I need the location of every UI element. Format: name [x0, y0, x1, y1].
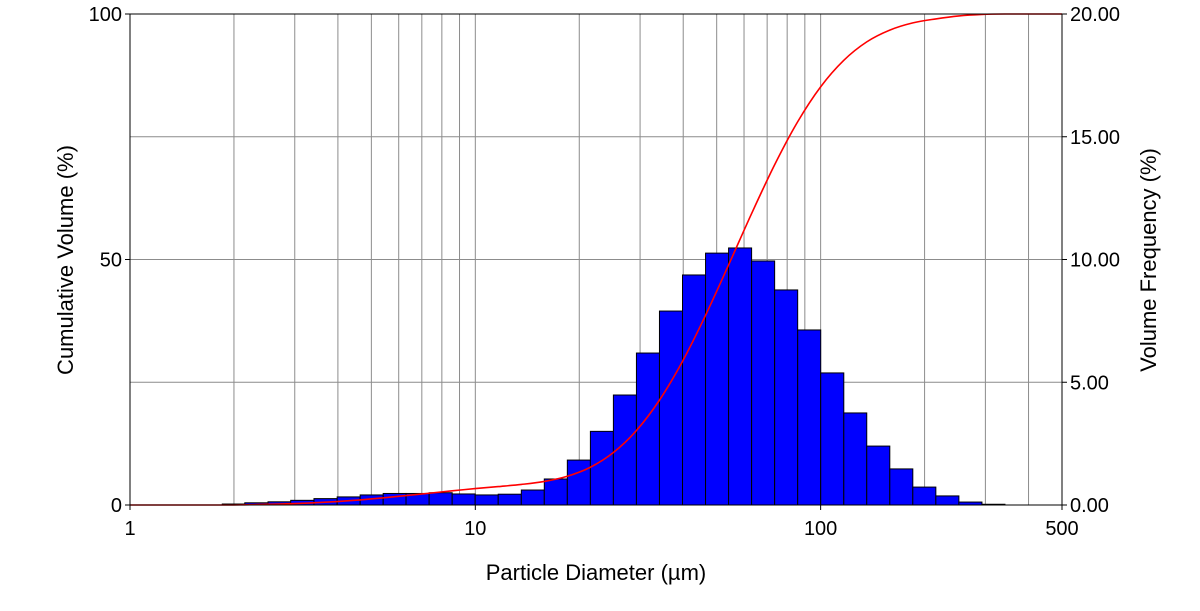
- frequency-bar: [658, 310, 684, 506]
- frequency-bar: [843, 412, 868, 506]
- frequency-bar: [935, 495, 960, 506]
- left-y-tick-label: 100: [89, 4, 122, 26]
- frequency-bar: [797, 329, 822, 506]
- right-y-tick-label: 5.00: [1070, 372, 1109, 394]
- left-y-axis-label: Cumulative Volume (%): [53, 145, 78, 375]
- frequency-bar: [866, 445, 891, 506]
- right-y-axis-ticks: 0.00 5.00 10.00 15.00 20.00: [1062, 4, 1120, 517]
- frequency-bar: [889, 468, 914, 506]
- frequency-bar: [820, 372, 845, 506]
- x-axis-ticks: 1 10 100 500: [124, 505, 1079, 540]
- x-tick-label: 1: [124, 518, 135, 540]
- frequency-bar: [566, 459, 591, 506]
- x-tick-label: 500: [1045, 518, 1078, 540]
- frequency-bar: [589, 430, 614, 506]
- right-y-tick-label: 0.00: [1070, 495, 1109, 517]
- left-y-tick-label: 50: [100, 250, 122, 272]
- frequency-bar: [728, 247, 753, 506]
- x-tick-label: 10: [464, 518, 486, 540]
- x-axis-label: Particle Diameter (µm): [486, 560, 706, 585]
- frequency-bar: [543, 478, 568, 506]
- frequency-bar: [520, 489, 545, 506]
- frequency-bar: [428, 492, 453, 506]
- frequency-bar: [497, 493, 522, 506]
- right-y-tick-label: 15.00: [1070, 127, 1120, 149]
- cumulative-curve: [130, 13, 1062, 506]
- frequency-bar: [451, 493, 476, 506]
- frequency-bar: [635, 352, 660, 506]
- right-y-tick-label: 20.00: [1070, 4, 1120, 26]
- right-y-tick-label: 10.00: [1070, 250, 1120, 272]
- frequency-bar: [682, 274, 707, 506]
- left-y-axis-ticks: 0 50 100: [89, 4, 130, 517]
- x-tick-label: 100: [804, 518, 837, 540]
- frequency-bar: [912, 486, 937, 506]
- left-y-tick-label: 0: [111, 495, 122, 517]
- frequency-bars: [221, 247, 1006, 506]
- frequency-bar: [751, 260, 776, 506]
- right-y-axis-label: Volume Frequency (%): [1136, 148, 1161, 372]
- frequency-bar: [474, 494, 499, 506]
- frequency-bar: [774, 289, 799, 506]
